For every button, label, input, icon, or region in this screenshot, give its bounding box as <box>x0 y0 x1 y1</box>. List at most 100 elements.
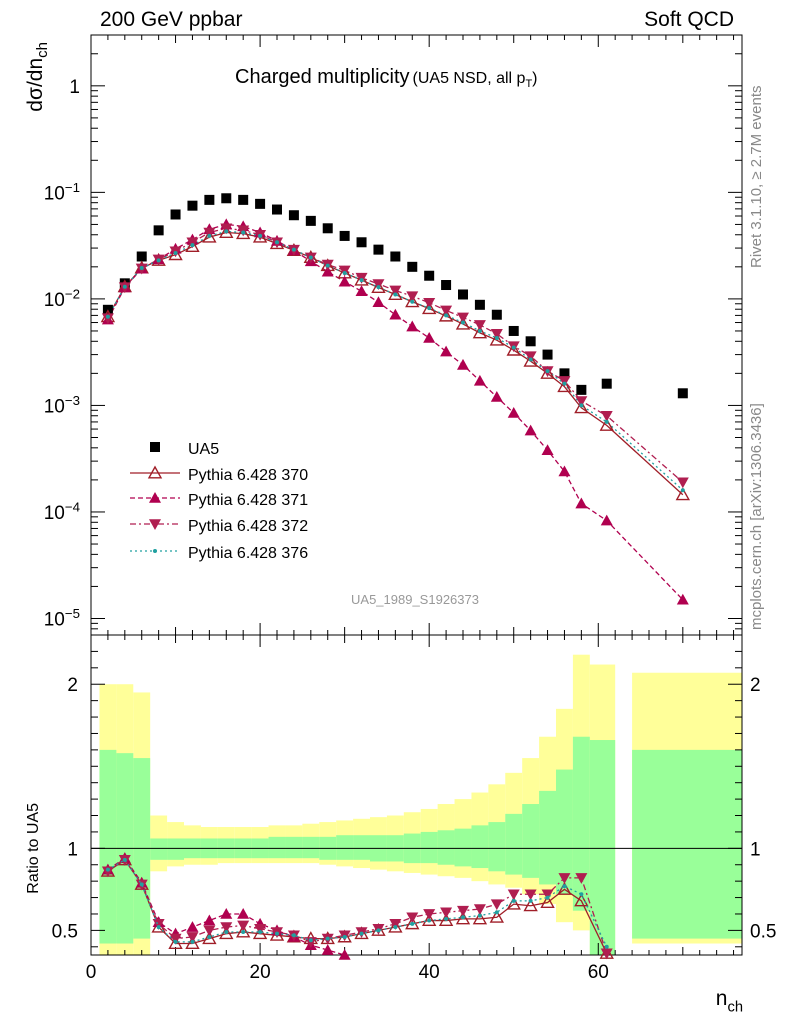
ratio-point-3 <box>604 944 609 949</box>
ratio-point-2 <box>473 904 486 916</box>
ratio-point-2 <box>558 873 571 884</box>
data-point-2 <box>321 265 334 277</box>
y-tick-label: 10−4 <box>44 499 80 524</box>
ratio-point-3 <box>139 882 144 887</box>
data-point-0 <box>525 336 536 347</box>
data-point-0 <box>458 289 468 300</box>
ratio-point-0 <box>472 911 488 925</box>
ratio-point-2 <box>457 905 469 917</box>
mcplots-label: mcplots.cern.ch [arXiv:1306.3436] <box>748 403 765 630</box>
header-right: Soft QCD <box>644 8 734 31</box>
ratio-point-0 <box>489 909 505 923</box>
ratio-point-0 <box>252 926 268 940</box>
data-point-4 <box>562 381 567 386</box>
data-point-4 <box>207 233 212 238</box>
data-point-4 <box>156 258 161 263</box>
data-point-3 <box>600 410 613 422</box>
data-point-1 <box>202 229 217 243</box>
y-tick-label: 1 <box>69 77 80 98</box>
watermark: UA5_1989_S1926373 <box>351 592 479 607</box>
x-tick-label: 40 <box>419 962 440 983</box>
data-point-4 <box>604 419 609 424</box>
ratio-point-3 <box>545 895 550 900</box>
ratio-point-2 <box>507 889 520 901</box>
data-point-0 <box>576 384 587 395</box>
ratio-point-0 <box>540 895 555 908</box>
ratio-point-3 <box>410 921 415 926</box>
green-band-bin <box>454 828 472 867</box>
legend-marker <box>149 492 161 503</box>
green-band-bin <box>589 740 616 955</box>
ratio-point-3 <box>173 939 178 944</box>
ratio-point-3 <box>224 930 229 935</box>
ratio-point-3 <box>461 915 465 920</box>
data-point-0 <box>441 280 452 291</box>
ratio-y-tick-label-right: 2 <box>750 675 761 696</box>
green-band-bin <box>539 790 556 885</box>
ratio-point-3 <box>477 913 482 918</box>
legend-label: Pythia 6.428 370 <box>188 467 308 484</box>
data-point-2 <box>490 390 503 402</box>
ratio-point-2 <box>406 912 419 924</box>
y-tick-label: 10−1 <box>44 180 80 205</box>
data-point-2 <box>338 275 351 287</box>
data-point-2 <box>406 320 419 332</box>
data-point-1 <box>235 226 251 240</box>
ratio-point-1 <box>321 944 334 955</box>
data-point-4 <box>241 230 246 235</box>
legend-marker <box>150 442 160 452</box>
ratio-point-0 <box>523 898 538 912</box>
data-point-4 <box>105 314 110 319</box>
data-point-0 <box>474 299 485 310</box>
x-tick-label: 60 <box>588 962 609 983</box>
data-point-0 <box>255 198 266 209</box>
y-tick-label: 10−3 <box>44 393 80 418</box>
ratio-point-3 <box>291 933 296 938</box>
data-point-2 <box>389 308 402 320</box>
green-band-bin <box>437 830 455 865</box>
data-point-4 <box>545 369 550 374</box>
ratio-point-3 <box>190 939 195 944</box>
data-point-3 <box>389 285 402 297</box>
ratio-point-0 <box>388 919 403 933</box>
data-point-1 <box>599 417 614 431</box>
data-point-3 <box>220 223 233 235</box>
data-point-4 <box>579 403 584 408</box>
data-point-0 <box>407 261 418 272</box>
data-point-3 <box>423 297 436 309</box>
data-point-0 <box>170 209 181 220</box>
legend-marker <box>147 465 163 479</box>
green-band-bin <box>353 835 370 860</box>
data-point-4 <box>494 335 499 340</box>
data-point-3 <box>440 305 453 317</box>
data-point-4 <box>190 243 195 248</box>
data-point-0 <box>491 309 502 320</box>
ratio-point-3 <box>241 930 246 935</box>
data-point-0 <box>339 230 350 241</box>
data-point-1 <box>455 316 471 330</box>
ratio-point-3 <box>579 892 584 897</box>
ratio-point-2 <box>186 932 199 943</box>
ratio-frame <box>90 634 743 956</box>
ratio-point-1 <box>237 907 250 919</box>
ratio-point-2 <box>600 948 613 960</box>
ratio-point-1 <box>203 914 216 926</box>
ratio-point-0 <box>455 911 471 925</box>
data-point-0 <box>559 368 570 379</box>
ratio-point-1 <box>220 907 233 919</box>
data-point-1 <box>472 325 488 339</box>
ratio-y-tick-label: 0.5 <box>52 921 78 942</box>
ratio-point-3 <box>393 925 398 930</box>
ratio-point-3 <box>105 867 110 872</box>
data-point-2 <box>440 345 453 357</box>
data-point-0 <box>187 200 198 211</box>
data-point-3 <box>524 351 537 363</box>
green-band-bin <box>285 836 303 859</box>
data-point-4 <box>680 488 685 493</box>
legend-marker <box>149 519 161 530</box>
data-point-1 <box>421 301 437 315</box>
y-tick-label: 10−2 <box>44 286 80 311</box>
chart-title: Charged multiplicity (UA5 NSD, all pT) <box>235 66 538 90</box>
ratio-point-0 <box>438 913 454 927</box>
